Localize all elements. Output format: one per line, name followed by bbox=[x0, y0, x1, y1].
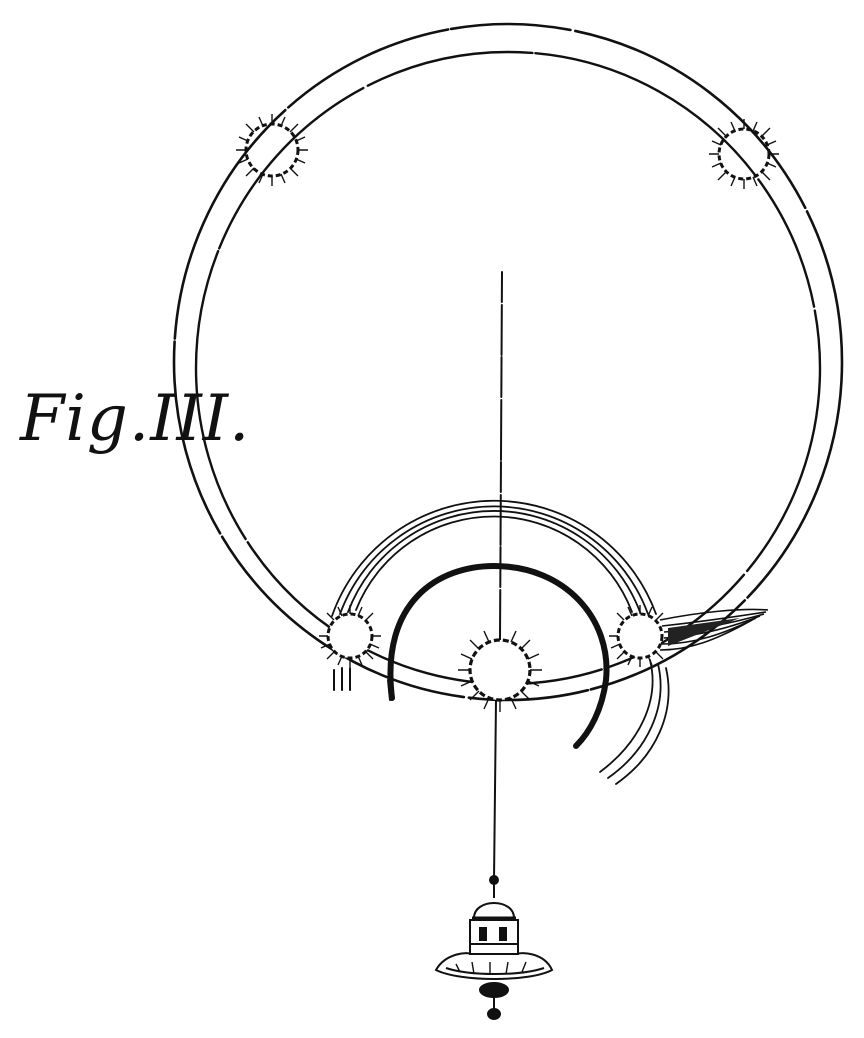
tick-marks-left bbox=[333, 667, 391, 701]
parhelion-lower-right bbox=[609, 605, 664, 667]
parhelion-upper-left bbox=[236, 114, 308, 186]
vertical-axis bbox=[493, 271, 503, 881]
ray-tail-right bbox=[659, 608, 769, 651]
inner-arc-bold bbox=[387, 562, 610, 749]
sun-bottom-center bbox=[458, 628, 542, 712]
trailing-arcs-right bbox=[599, 659, 670, 785]
parhelion-upper-right bbox=[709, 119, 779, 189]
figure-caption: Fig.III. bbox=[20, 382, 251, 456]
parhelion-lower-left bbox=[319, 605, 381, 667]
inner-arc-thin-set bbox=[331, 499, 657, 617]
tower-cupola bbox=[434, 875, 554, 1020]
